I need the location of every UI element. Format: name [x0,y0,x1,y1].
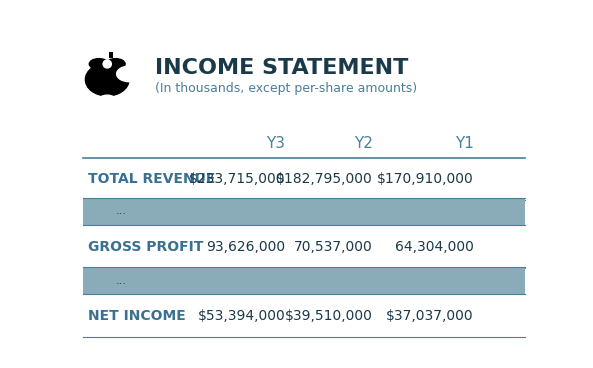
Text: $170,910,000: $170,910,000 [377,172,474,186]
Text: Y3: Y3 [266,136,286,151]
Text: 93,626,000: 93,626,000 [206,240,286,254]
Ellipse shape [106,59,125,70]
Ellipse shape [98,95,116,106]
Text: (In thousands, except per-share amounts): (In thousands, except per-share amounts) [155,82,417,95]
Text: $53,394,000: $53,394,000 [198,309,286,323]
FancyBboxPatch shape [109,52,113,59]
Text: Y2: Y2 [354,136,373,151]
FancyBboxPatch shape [83,198,524,225]
Ellipse shape [103,60,111,68]
Text: 64,304,000: 64,304,000 [395,240,474,254]
Text: INCOME STATEMENT: INCOME STATEMENT [155,58,408,78]
Ellipse shape [117,66,142,82]
Text: ...: ... [116,276,126,286]
Text: $233,715,000: $233,715,000 [189,172,286,186]
Text: Y1: Y1 [455,136,474,151]
FancyBboxPatch shape [83,267,524,294]
Text: TOTAL REVENUE: TOTAL REVENUE [88,172,215,186]
Ellipse shape [90,59,109,70]
Ellipse shape [85,63,129,96]
Text: $39,510,000: $39,510,000 [285,309,373,323]
Text: GROSS PROFIT: GROSS PROFIT [88,240,203,254]
Text: 70,537,000: 70,537,000 [294,240,373,254]
Text: NET INCOME: NET INCOME [88,309,186,323]
Text: $182,795,000: $182,795,000 [276,172,373,186]
Text: ...: ... [116,206,126,216]
Text: $37,037,000: $37,037,000 [386,309,474,323]
